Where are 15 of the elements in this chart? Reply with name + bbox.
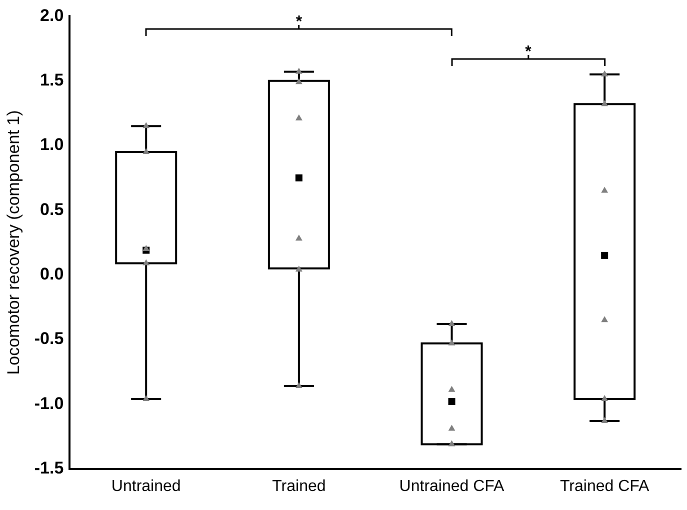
annotation: *: [296, 14, 303, 31]
y-tick-label: 1.0: [40, 135, 64, 154]
annotation: *: [525, 44, 532, 61]
y-axis-title: Locomotor recovery (component 1): [4, 110, 23, 375]
y-tick-label: -1.0: [34, 394, 64, 413]
y-tick-label: -0.5: [34, 329, 64, 348]
y-tick-label: 0.0: [40, 264, 64, 284]
x-tick-label: Untrained: [111, 478, 181, 495]
y-tick-label: 1.5: [40, 70, 64, 90]
y-tick-label: 2.0: [40, 6, 64, 25]
y-tick-label: 0.5: [40, 200, 64, 219]
x-tick-label: Trained: [272, 478, 326, 495]
x-tick-label: Trained CFA: [560, 478, 650, 495]
x-tick-label: Untrained CFA: [399, 478, 505, 495]
y-tick-label: -1.5: [34, 458, 64, 478]
